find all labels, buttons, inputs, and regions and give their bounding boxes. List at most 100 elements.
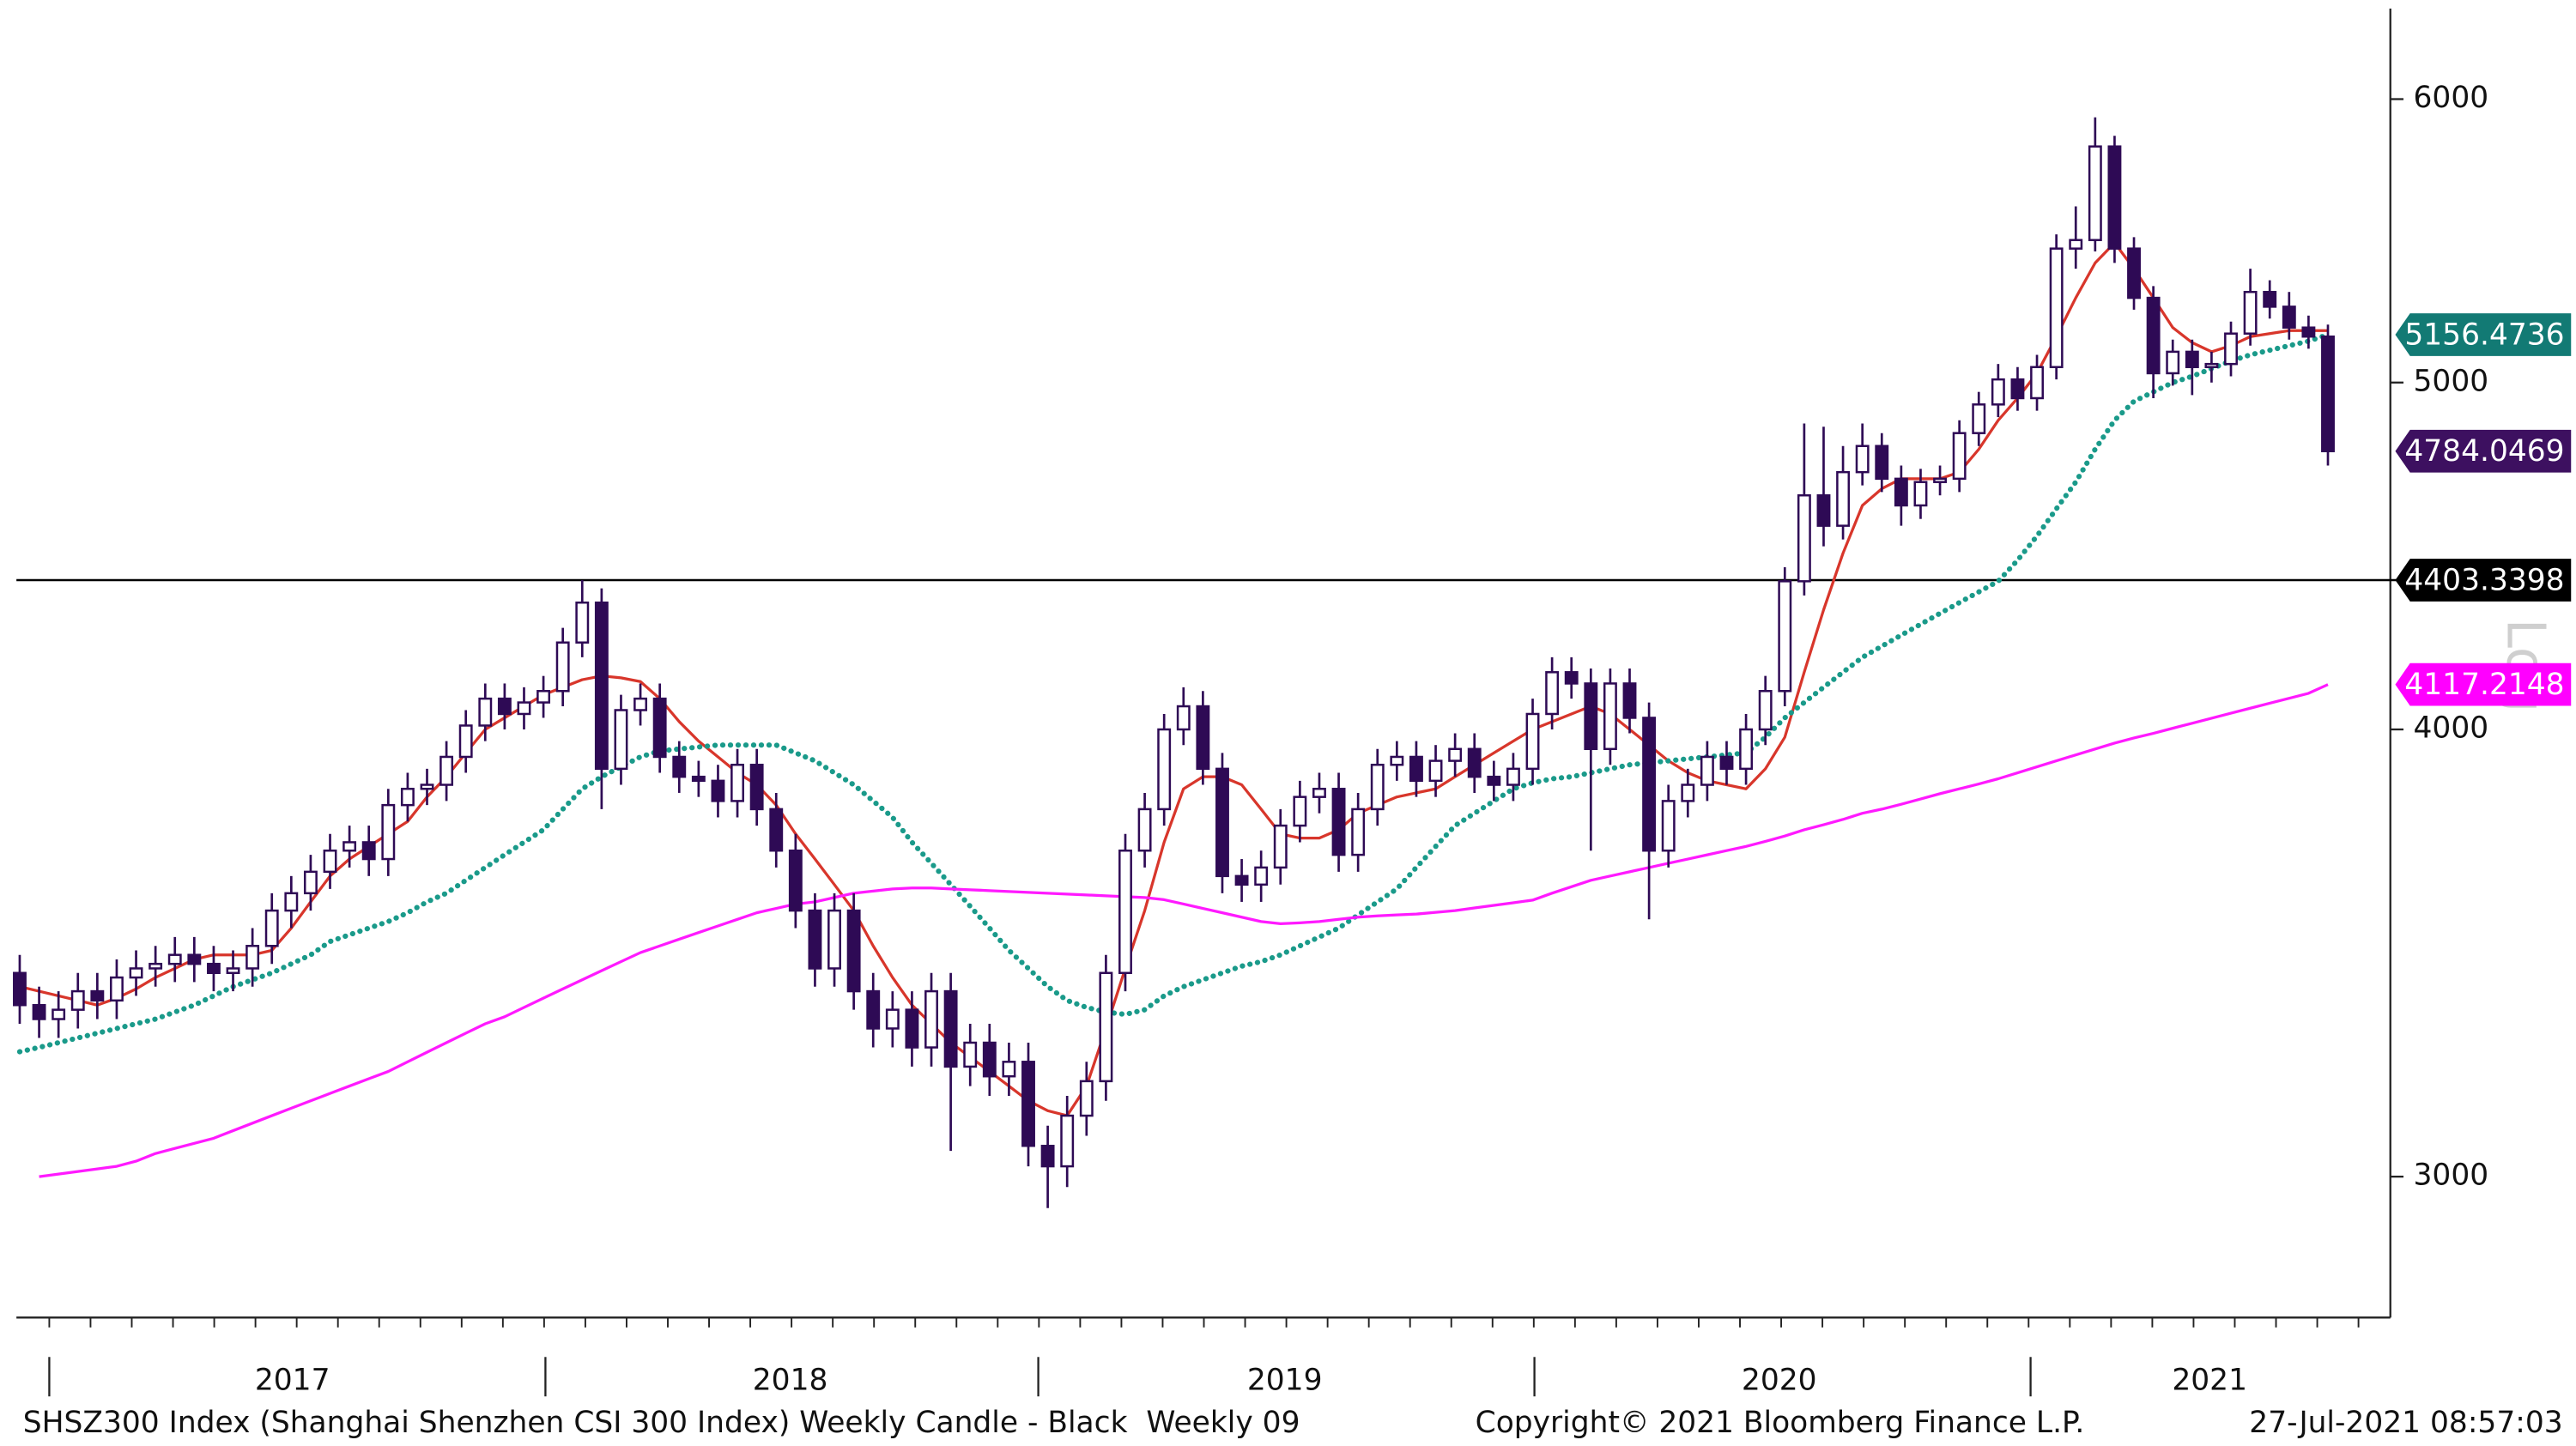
candle-body xyxy=(2301,326,2316,338)
candle-body xyxy=(1952,432,1967,481)
candle-body xyxy=(478,697,493,727)
candle-body xyxy=(2030,366,2044,400)
candle-body xyxy=(1700,755,1714,786)
candle-body xyxy=(827,909,841,970)
candle-body xyxy=(652,697,667,759)
candle-body xyxy=(924,989,938,1049)
x-tick-label: 2020 xyxy=(1742,1363,1817,1397)
candle-body xyxy=(148,962,163,970)
candle-body xyxy=(1215,767,1229,878)
candle-body xyxy=(808,909,822,970)
candle-body xyxy=(1021,1061,1035,1147)
candle-body xyxy=(905,1008,919,1049)
candle-body xyxy=(2204,362,2219,368)
candle-body xyxy=(32,1003,46,1020)
candle-body xyxy=(672,755,687,778)
candle-body xyxy=(1913,481,1928,507)
y-tick-label: 5000 xyxy=(2414,364,2489,398)
candle-body xyxy=(982,1041,997,1078)
candle-body xyxy=(2263,290,2277,308)
candle-body xyxy=(284,892,299,912)
candle-body xyxy=(943,989,958,1068)
candle-body xyxy=(1254,866,1269,886)
candle-body xyxy=(1002,1061,1016,1078)
y-tick-label: 6000 xyxy=(2414,81,2489,115)
candle-body xyxy=(1351,808,1366,856)
candle-body xyxy=(167,953,182,965)
candle-body xyxy=(1778,580,1792,693)
candle-body xyxy=(381,803,396,861)
candle-body xyxy=(963,1041,978,1068)
candle-body xyxy=(1933,477,1948,483)
candle-body xyxy=(1099,971,1113,1083)
candle-body xyxy=(1525,712,1540,771)
candle-body xyxy=(1467,747,1482,778)
candle-body xyxy=(1836,470,1851,527)
candle-body xyxy=(1118,849,1132,975)
footer-left: SHSZ300 Index (Shanghai Shenzhen CSI 300… xyxy=(23,1406,1300,1440)
footer-center: Copyright© 2021 Bloomberg Finance L.P. xyxy=(1476,1406,2085,1440)
candle-body xyxy=(206,962,221,975)
candle-body xyxy=(110,976,124,1002)
value-tag xyxy=(2395,429,2572,473)
candle-body xyxy=(2185,350,2199,368)
candle-body xyxy=(2224,332,2238,366)
candle-body xyxy=(2282,306,2296,329)
value-tag-label: 4117.2148 xyxy=(2404,668,2564,702)
candle-body xyxy=(517,701,531,716)
ma-line xyxy=(16,331,2331,1055)
candle-body xyxy=(711,779,725,802)
candle-body xyxy=(420,784,434,790)
candle-body xyxy=(1719,755,1734,771)
candle-body xyxy=(2107,145,2122,250)
candle-body xyxy=(1293,796,1307,827)
value-tag-label: 4403.3398 xyxy=(2404,563,2564,597)
candle-body xyxy=(439,755,454,786)
ma-line xyxy=(19,241,2329,1117)
ma-line xyxy=(39,683,2329,1178)
candle-body xyxy=(1642,717,1657,852)
candle-body xyxy=(400,787,415,807)
candle-body xyxy=(1331,787,1346,856)
candle-body xyxy=(730,763,744,802)
candle-body xyxy=(1487,775,1501,786)
candle-body xyxy=(458,724,473,759)
candle-body xyxy=(361,841,376,861)
candle-body xyxy=(13,971,27,1007)
candle-body xyxy=(2088,145,2102,241)
candle-body xyxy=(1040,1144,1055,1168)
candle-body xyxy=(555,641,570,693)
value-tag xyxy=(2395,662,2572,706)
value-tag xyxy=(2395,559,2572,602)
candle-body xyxy=(2069,239,2083,250)
candle-body xyxy=(749,763,764,811)
candle-body xyxy=(1603,682,1617,751)
candle-body xyxy=(1273,824,1288,869)
candle-body xyxy=(1545,671,1560,716)
candle-body xyxy=(885,1008,900,1030)
candle-body xyxy=(1428,759,1443,783)
x-tick-label: 2017 xyxy=(255,1363,330,1397)
candle-body xyxy=(1681,784,1695,802)
candle-body xyxy=(1584,682,1598,751)
candle-body xyxy=(594,601,609,771)
candle-body xyxy=(1875,445,1889,481)
candle-body xyxy=(1409,755,1423,783)
candle-body xyxy=(1448,747,1463,762)
y-tick-label: 3000 xyxy=(2414,1159,2489,1193)
candle-body xyxy=(1312,787,1326,798)
candle-body xyxy=(2127,247,2141,299)
candle-body xyxy=(2321,335,2335,452)
candle-body xyxy=(323,849,337,874)
candle-body xyxy=(1894,477,1908,507)
candle-body xyxy=(1855,445,1870,474)
candle-body xyxy=(497,697,512,716)
candle-body xyxy=(1758,690,1773,731)
x-tick-label: 2021 xyxy=(2172,1363,2247,1397)
candle-body xyxy=(52,1008,66,1020)
candle-body xyxy=(1079,1080,1094,1117)
candle-body xyxy=(866,989,881,1030)
candle-body xyxy=(1390,755,1404,766)
candle-body xyxy=(846,909,861,993)
